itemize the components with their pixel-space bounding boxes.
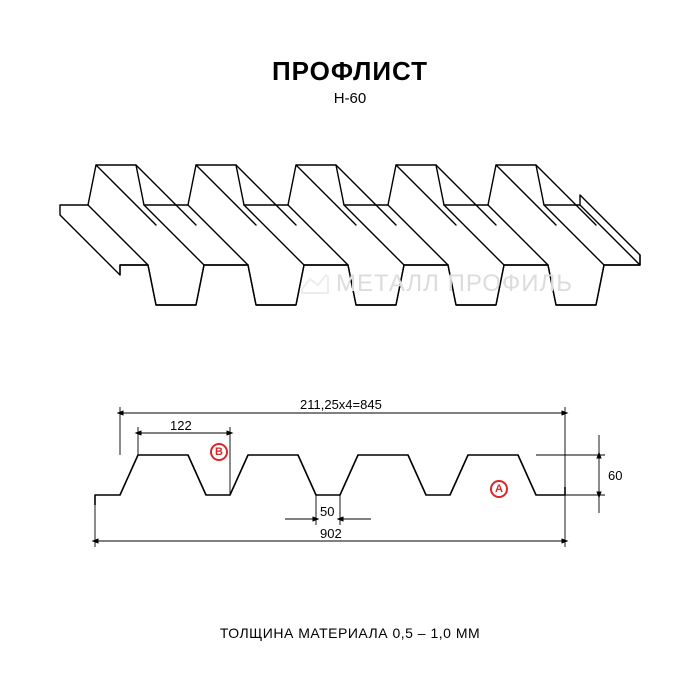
cross-section-drawing bbox=[75, 395, 635, 575]
marker-a-label: A bbox=[495, 483, 503, 495]
page-title: ПРОФЛИСТ bbox=[0, 56, 700, 87]
marker-b-label: B bbox=[215, 446, 223, 458]
perspective-drawing bbox=[30, 145, 670, 345]
dim-top-flat: 122 bbox=[170, 418, 192, 433]
dim-height: 60 bbox=[608, 468, 622, 483]
dim-total-width: 902 bbox=[320, 526, 342, 541]
page-subtitle: Н-60 bbox=[0, 90, 700, 107]
footer-text: ТОЛЩИНА МАТЕРИАЛА 0,5 – 1,0 ММ bbox=[0, 625, 700, 641]
marker-a: A bbox=[490, 480, 508, 498]
dim-bottom-flat: 50 bbox=[320, 504, 334, 519]
dim-pitch: 211,25x4=845 bbox=[300, 397, 382, 412]
marker-b: B bbox=[210, 443, 228, 461]
